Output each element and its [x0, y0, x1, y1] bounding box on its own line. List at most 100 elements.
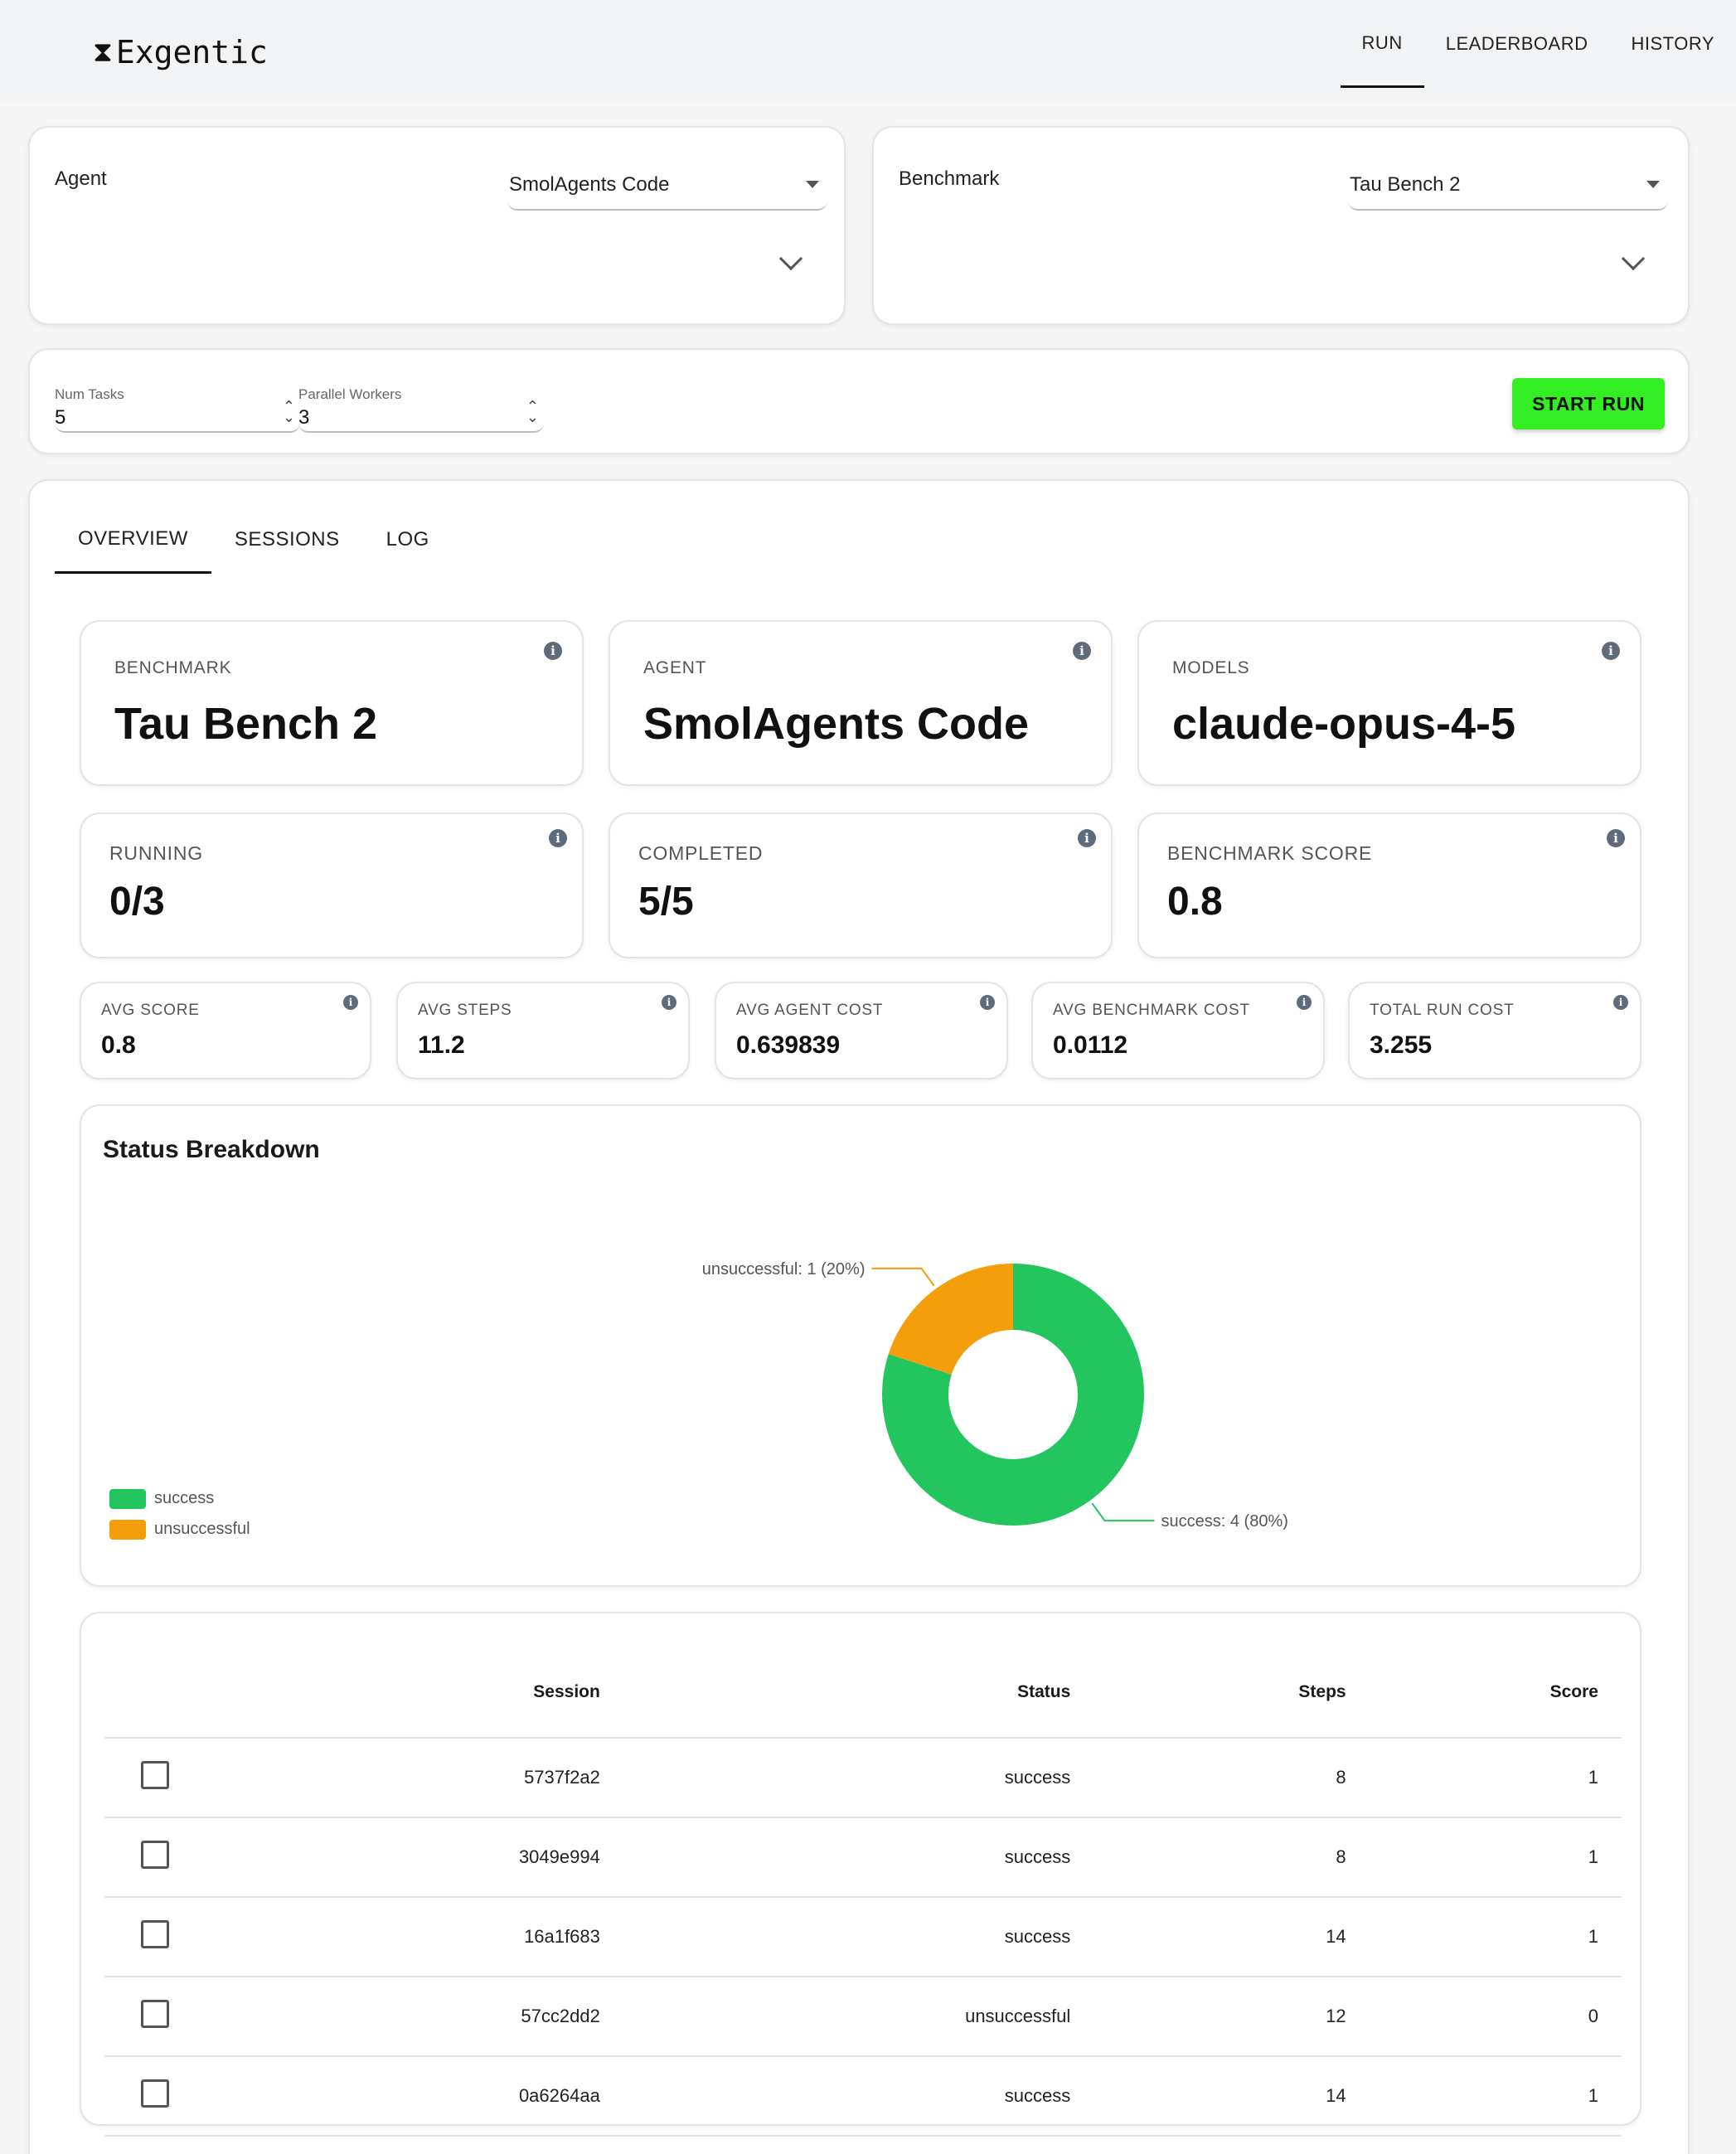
stat-value: SmolAgents Code: [643, 699, 1030, 749]
row-checkbox[interactable]: [140, 2000, 169, 2028]
agent-label: Agent: [55, 167, 107, 190]
table-row[interactable]: 3049e994 success 8 1: [104, 1817, 1622, 1898]
nav-tab-leaderboard[interactable]: LEADERBOARD: [1445, 33, 1588, 54]
summary-card-benchmark: BENCHMARK Tau Bench 2 i: [80, 620, 584, 786]
stat-value: 0/3: [109, 880, 165, 924]
steps-cell: 14: [1070, 2056, 1346, 2137]
tab-log[interactable]: LOG: [386, 528, 429, 551]
summary-card-agent: AGENT SmolAgents Code i: [609, 620, 1113, 786]
agent-select[interactable]: SmolAgents Code: [507, 161, 827, 211]
stepper-icon[interactable]: ⌃ ⌄: [282, 398, 295, 425]
nav-tab-history[interactable]: HISTORY: [1631, 33, 1714, 54]
stat-value: claude-opus-4-5: [1172, 699, 1516, 749]
num-tasks-field[interactable]: Num Tasks 5 ⌃ ⌄: [55, 375, 300, 433]
legend-item-success[interactable]: success: [109, 1483, 250, 1514]
select-column-header: [104, 1647, 206, 1739]
info-icon[interactable]: i: [1613, 995, 1628, 1010]
sessions-table: Session Status Steps Score 5737f2a2 succ…: [104, 1647, 1622, 2137]
row-checkbox[interactable]: [140, 2079, 169, 2108]
row-checkbox[interactable]: [140, 1841, 169, 1869]
stat-label: TOTAL RUN COST: [1370, 1002, 1515, 1019]
metric-card: TOTAL RUN COST 3.255 i: [1348, 982, 1641, 1079]
status-cell: success: [599, 2056, 1071, 2137]
info-icon[interactable]: i: [1602, 642, 1620, 660]
data-label-unsuccessful: unsuccessful: 1 (20%): [702, 1260, 866, 1278]
metric-card: AVG SCORE 0.8 i: [80, 982, 371, 1079]
sessions-table-card: Session Status Steps Score 5737f2a2 succ…: [80, 1612, 1641, 2137]
session-cell: 5737f2a2: [205, 1738, 600, 1818]
nav-tab-run[interactable]: RUN: [1340, 0, 1424, 88]
benchmark-select-value: Tau Bench 2: [1350, 173, 1461, 196]
stepper-icon[interactable]: ⌃ ⌄: [526, 398, 539, 425]
metric-card: AVG STEPS 11.2 i: [396, 982, 690, 1079]
stat-value: 11.2: [418, 1031, 465, 1059]
stat-value: 5/5: [638, 880, 694, 924]
info-icon[interactable]: i: [662, 995, 676, 1010]
parallel-workers-input[interactable]: 3: [298, 406, 310, 429]
chart-legend: success unsuccessful: [109, 1483, 250, 1545]
legend-item-unsuccessful[interactable]: unsuccessful: [109, 1514, 250, 1545]
row-checkbox[interactable]: [140, 1761, 169, 1789]
score-cell: 1: [1346, 1738, 1622, 1818]
brand-logo[interactable]: ⧗ Exgentic: [93, 32, 268, 73]
start-run-button[interactable]: START RUN: [1512, 378, 1665, 429]
parallel-workers-field[interactable]: Parallel Workers 3 ⌃ ⌄: [298, 375, 544, 433]
stat-value: 0.639839: [736, 1031, 841, 1059]
column-header-status[interactable]: Status: [599, 1647, 1071, 1739]
leader-line: [1091, 1502, 1155, 1522]
num-tasks-input[interactable]: 5: [55, 406, 66, 429]
stat-value: Tau Bench 2: [114, 699, 378, 749]
metric-card: AVG BENCHMARK COST 0.0112 i: [1031, 982, 1325, 1079]
tab-sessions[interactable]: SESSIONS: [234, 528, 340, 551]
session-cell: 3049e994: [205, 1817, 600, 1898]
top-bar: ⧗ Exgentic RUN LEADERBOARD HISTORY: [0, 0, 1736, 101]
benchmark-select[interactable]: Tau Bench 2: [1348, 161, 1668, 211]
stat-label: BENCHMARK: [114, 658, 232, 677]
benchmark-card: Benchmark Tau Bench 2: [872, 126, 1690, 325]
tab-overview[interactable]: OVERVIEW: [55, 506, 211, 574]
table-header-row: Session Status Steps Score: [104, 1647, 1622, 1739]
table-row[interactable]: 0a6264aa success 14 1: [104, 2056, 1622, 2137]
stat-label: BENCHMARK SCORE: [1167, 842, 1373, 864]
score-cell: 0: [1346, 1977, 1622, 2057]
stat-label: MODELS: [1172, 658, 1250, 677]
info-icon[interactable]: i: [1297, 995, 1312, 1010]
results-tabs: OVERVIEW SESSIONS LOG: [55, 506, 453, 574]
info-icon[interactable]: i: [980, 995, 995, 1010]
data-label-success: success: 4 (80%): [1161, 1512, 1288, 1531]
stat-label: AGENT: [643, 658, 707, 677]
status-cell: success: [599, 1897, 1071, 1977]
session-cell: 16a1f683: [205, 1897, 600, 1977]
chevron-down-icon[interactable]: [1621, 246, 1646, 271]
column-header-session[interactable]: Session: [205, 1647, 600, 1739]
steps-cell: 8: [1070, 1738, 1346, 1818]
progress-card-running: RUNNING 0/3 i: [80, 813, 584, 958]
metric-card: AVG AGENT COST 0.639839 i: [715, 982, 1008, 1079]
chevron-down-icon[interactable]: [778, 246, 803, 271]
info-icon[interactable]: i: [343, 995, 358, 1010]
stat-value: 3.255: [1370, 1031, 1433, 1059]
table-row[interactable]: 5737f2a2 success 8 1: [104, 1738, 1622, 1818]
column-header-score[interactable]: Score: [1346, 1647, 1622, 1739]
column-header-steps[interactable]: Steps: [1070, 1647, 1346, 1739]
stat-label: AVG BENCHMARK COST: [1053, 1002, 1250, 1019]
info-icon[interactable]: i: [1078, 829, 1096, 847]
row-checkbox[interactable]: [140, 1920, 169, 1948]
donut-slice-success[interactable]: [882, 1264, 1145, 1526]
status-cell: success: [599, 1817, 1071, 1898]
info-icon[interactable]: i: [544, 642, 562, 660]
info-icon[interactable]: i: [1073, 642, 1091, 660]
donut-slice-unsuccessful[interactable]: [888, 1264, 1013, 1375]
info-icon[interactable]: i: [1607, 829, 1625, 847]
hourglass-icon: ⧗: [93, 36, 113, 69]
summary-card-models: MODELS claude-opus-4-5 i: [1137, 620, 1641, 786]
main-nav: RUN LEADERBOARD HISTORY: [1340, 0, 1736, 88]
table-row[interactable]: 57cc2dd2 unsuccessful 12 0: [104, 1977, 1622, 2057]
brand-name: Exgentic: [115, 34, 268, 70]
legend-label: success: [154, 1489, 215, 1507]
run-config-card: Num Tasks 5 ⌃ ⌄ Parallel Workers 3 ⌃ ⌄ STA…: [28, 348, 1690, 454]
info-icon[interactable]: i: [549, 829, 567, 847]
table-row[interactable]: 16a1f683 success 14 1: [104, 1897, 1622, 1977]
status-cell: success: [599, 1738, 1071, 1818]
stat-label: COMPLETED: [638, 842, 764, 864]
